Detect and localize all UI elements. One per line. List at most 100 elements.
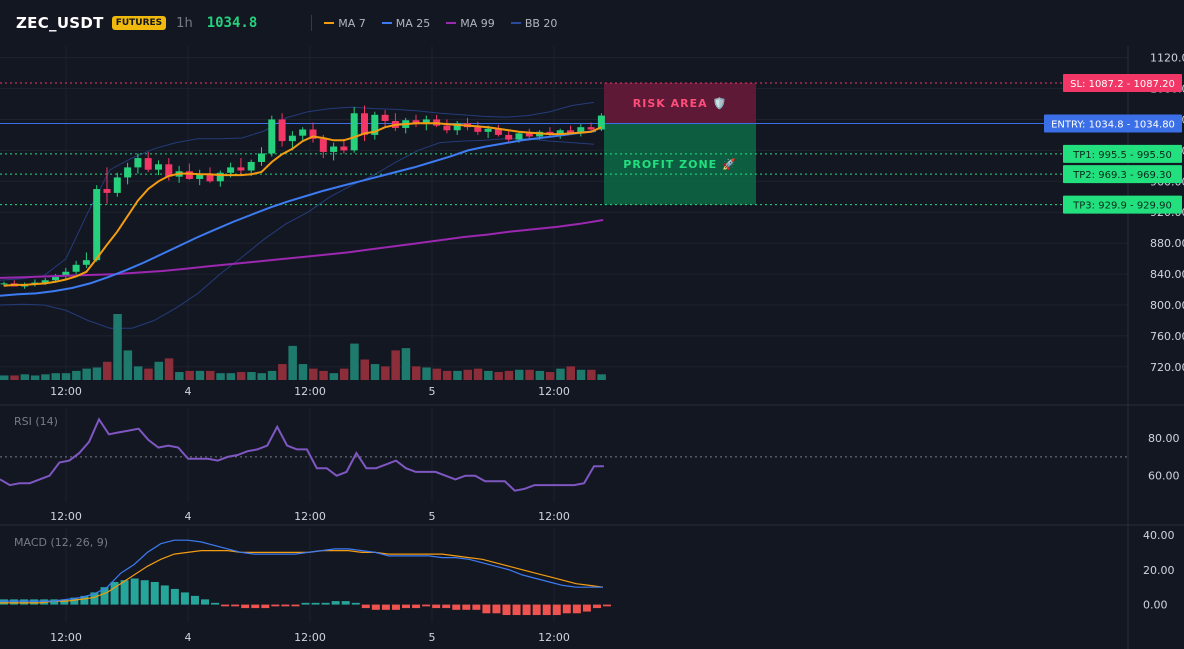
level-label-sl: SL: 1087.2 - 1087.20 [1070,79,1175,90]
macd-hist-bar-19 [190,595,199,605]
macd-hist-bar-18 [180,592,189,605]
volume-bar-44 [453,370,462,380]
macd-hist-bar-32 [321,602,330,605]
macd-tick-2: 0.00 [1143,599,1168,612]
macd-hist-bar-48 [482,604,491,614]
volume-bar-43 [442,370,452,380]
volume-bar-35 [360,359,369,380]
legend-bb20[interactable]: BB 20 [510,16,558,30]
volume-bar-21 [216,373,225,380]
macd-hist-bar-15 [150,581,159,605]
volume-bar-32 [329,373,339,380]
time-tick-0-0: 12:00 [50,385,82,398]
macd-hist-bar-10 [100,587,109,605]
candle-body-20 [206,173,214,182]
macd-hist-bar-60 [603,604,611,607]
macd-hist-bar-13 [130,578,139,605]
bb-lower-line [0,138,595,329]
macd-tick-0: 40.00 [1143,529,1175,542]
level-label-bg-entry [1044,114,1182,133]
volume-bar-58 [597,374,606,380]
candle-body-41 [422,119,430,125]
volume-bar-8 [82,368,91,380]
time-tick-0-3: 5 [429,385,436,398]
grid-lines [0,46,1184,649]
volume-bar-26 [267,370,277,380]
macd-hist-bar-47 [472,604,481,610]
legend-ma7-label: MA 7 [338,16,366,30]
level-label-bg-tp1 [1063,144,1182,163]
volume-bar-1 [10,375,19,380]
legend-ma25-swatch [381,22,392,24]
volume-bar-37 [381,366,390,380]
volume-bar-10 [103,361,112,380]
volume-bar-3 [30,375,40,380]
macd-hist-bar-38 [381,604,390,610]
volume-bar-30 [309,368,318,380]
time-tick-0-4: 12:00 [538,385,570,398]
time-tick-1-2: 12:00 [294,510,326,523]
profit-zone [604,123,756,205]
macd-hist-bar-30 [301,602,310,605]
candle-body-47 [484,128,492,132]
volume-bar-18 [185,370,194,380]
candle-body-31 [319,138,327,152]
macd-hist-bar-59 [592,604,601,609]
volume-bar-20 [206,370,215,380]
rsi-tick-0: 80.00 [1148,432,1180,445]
symbol-name[interactable]: ZEC_USDT [16,14,104,32]
macd-hist-bar-0 [0,599,8,605]
macd-hist-bar-46 [462,604,471,610]
volume-bar-36 [370,364,380,380]
header-divider [311,15,313,31]
legend-ma7[interactable]: MA 7 [324,17,366,30]
legend-ma99[interactable]: MA 99 [446,17,495,30]
candle-body-14 [144,158,152,170]
price-tick-9: 760.00 [1150,330,1184,343]
macd-hist-bar-50 [502,604,511,616]
macd-hist-bar-52 [522,604,531,616]
bollinger-bands [0,101,595,329]
volume-bar-25 [257,373,266,380]
candle-body-12 [124,167,132,178]
candle-body-19 [196,173,204,179]
candle-body-30 [309,129,317,139]
volume-bar-48 [494,372,503,380]
volume-bar-19 [195,370,205,380]
rsi-pane: RSI (14) 80.00 60.00 [0,415,1180,492]
macd-hist-bar-3 [30,599,39,605]
volume-bar-45 [463,369,472,380]
candle-body-34 [350,113,358,151]
level-label-bg-sl [1063,73,1182,92]
candle-body-16 [165,164,173,177]
time-tick-2-2: 12:00 [294,631,326,644]
volume-bar-50 [515,369,524,380]
rsi-tick-1: 60.00 [1148,470,1180,483]
macd-hist-bar-51 [512,604,521,616]
legend-ma25[interactable]: MA 25 [381,16,431,30]
time-tick-2-3: 5 [429,631,436,644]
macd-hist-bar-2 [20,599,29,605]
candle-body-18 [185,171,193,179]
macd-hist-bar-53 [532,604,541,616]
volume-bar-49 [504,370,514,380]
volume-bar-28 [288,345,297,380]
macd-hist-bar-40 [402,604,410,609]
candle-body-35 [361,113,368,135]
timeframe-label[interactable]: 1h [176,15,193,31]
time-tick-0-2: 12:00 [294,385,326,398]
volume-bar-46 [473,368,483,380]
candle-body-5 [52,276,59,281]
level-labels: SL: 1087.2 - 1087.20 ENTRY: 1034.8 - 1034… [1044,73,1182,214]
volume-bar-2 [20,374,30,380]
candle-body-13 [134,158,142,168]
candle-body-44 [453,123,461,131]
volume-bar-11 [113,314,122,380]
legend-bb20-label: BB 20 [524,16,558,30]
macd-hist-bar-14 [140,580,149,605]
legend-ma25-label: MA 25 [395,16,431,30]
macd-hist-bar-23 [231,604,240,607]
volume-bar-7 [72,370,81,380]
macd-hist-bar-36 [361,604,370,609]
